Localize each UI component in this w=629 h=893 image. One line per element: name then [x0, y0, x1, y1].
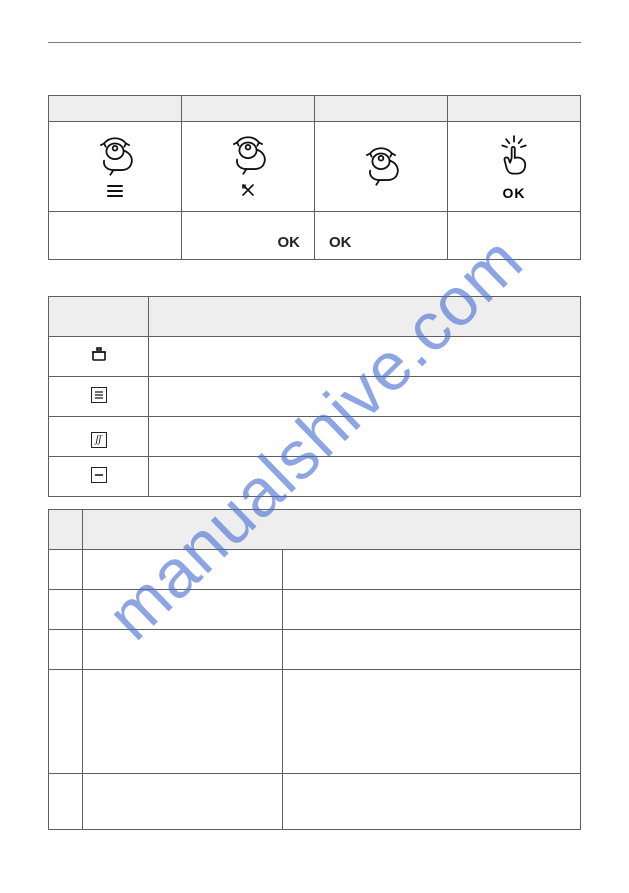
row-boxlines-text [149, 377, 581, 417]
steps-text-row: OK OK [49, 212, 581, 260]
icon-desc-table: ʃʃ [48, 296, 581, 497]
step-2-text: OK [182, 212, 315, 260]
page: OK OK OK ʃʃ [0, 0, 629, 830]
menu-lines-icon [106, 183, 124, 201]
dial-rotate-icon [49, 131, 181, 181]
step-4-cell: OK [448, 122, 581, 212]
row-pot [49, 337, 581, 377]
grid-row-5 [49, 774, 581, 830]
box-hbar-icon [49, 457, 149, 497]
row-pot-text [149, 337, 581, 377]
grid-row-1 [49, 550, 581, 590]
steps-table-header [49, 96, 581, 122]
row-boxlines [49, 377, 581, 417]
box-ss-icon: ʃʃ [49, 417, 149, 457]
step-3-text: OK [315, 212, 448, 260]
dial-rotate-icon [182, 130, 314, 180]
grid-table [48, 509, 581, 830]
hand-tap-icon [448, 133, 580, 183]
row-boxss: ʃʃ [49, 417, 581, 457]
step-2-cell [182, 122, 315, 212]
grid-header [49, 510, 581, 550]
box-lines-icon [49, 377, 149, 417]
crossed-utensils-icon [240, 182, 256, 201]
grid-row-2 [49, 590, 581, 630]
step-1-cell [49, 122, 182, 212]
row-boxhbar-text [149, 457, 581, 497]
pot-lid-icon [49, 337, 149, 377]
steps-table: OK OK OK [48, 95, 581, 260]
steps-icons-row: OK [49, 122, 581, 212]
grid-row-4 [49, 670, 581, 774]
step-3-cell [315, 122, 448, 212]
ok-label: OK [448, 185, 580, 201]
row-boxss-text [149, 417, 581, 457]
step-1-text [49, 212, 182, 260]
grid-row-3 [49, 630, 581, 670]
top-rule [48, 42, 581, 43]
step-4-text [448, 212, 581, 260]
row-boxhbar [49, 457, 581, 497]
dial-rotate-icon [315, 141, 447, 191]
icon-desc-header [49, 297, 581, 337]
